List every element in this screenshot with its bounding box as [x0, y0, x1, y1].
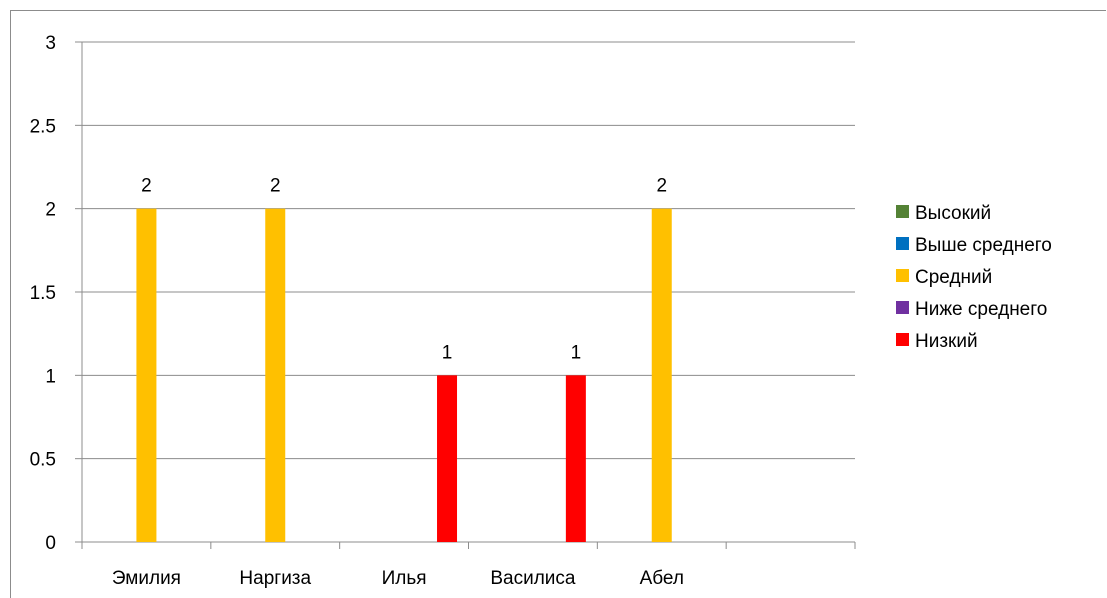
y-tick-label: 3 [45, 33, 56, 54]
bar-Низкий-Илья [437, 375, 458, 542]
bar-Низкий-Василиса [565, 375, 586, 542]
data-label: 2 [141, 176, 152, 197]
y-tick-label: 1 [45, 366, 56, 387]
legend-swatch [896, 333, 909, 346]
grid-layer [75, 41, 856, 549]
legend-swatch [896, 205, 909, 218]
data-label: 2 [270, 176, 281, 197]
legend-label: Средний [915, 267, 992, 288]
legend: Высокий Выше среднего Средний Ниже среднего… [896, 203, 1052, 352]
data-label: 1 [571, 342, 582, 363]
x-category-label: Абел [640, 568, 684, 589]
x-category-label: Наргиза [239, 568, 311, 589]
bars-layer: 2 2 2 1 1 [136, 176, 672, 542]
y-tick-label: 0.5 [30, 450, 56, 471]
y-tick-label: 2 [45, 200, 56, 221]
legend-swatch [896, 237, 909, 250]
bar-Средний-Абел [651, 208, 672, 542]
data-label: 2 [656, 176, 667, 197]
legend-swatch [896, 269, 909, 282]
y-axis-ticks: 0 0.5 1 1.5 2 2.5 3 [30, 33, 56, 554]
legend-label: Высокий [915, 203, 991, 224]
x-category-label: Эмилия [112, 568, 181, 589]
data-label: 1 [442, 342, 453, 363]
legend-label: Ниже среднего [915, 299, 1047, 320]
chart-frame [10, 10, 1106, 598]
legend-label: Выше среднего [915, 235, 1052, 256]
x-category-label: Илья [382, 568, 427, 589]
legend-label: Низкий [915, 331, 978, 352]
bar-Средний-Эмилия [136, 208, 157, 542]
bar-Средний-Наргиза [265, 208, 286, 542]
legend-swatch [896, 301, 909, 314]
y-tick-label: 2.5 [30, 116, 56, 137]
y-tick-label: 0 [45, 533, 56, 554]
x-axis-ticks: Эмилия Наргиза Илья Василиса Абел [112, 568, 684, 589]
y-tick-label: 1.5 [30, 283, 56, 304]
x-category-label: Василиса [490, 568, 576, 589]
